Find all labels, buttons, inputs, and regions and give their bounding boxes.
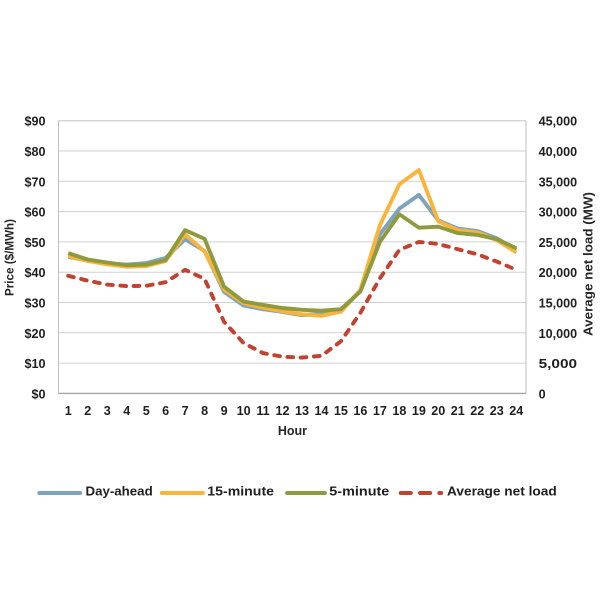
- svg-text:24: 24: [509, 404, 523, 418]
- svg-text:18: 18: [392, 404, 406, 418]
- svg-text:21: 21: [451, 404, 465, 418]
- svg-text:13: 13: [295, 404, 309, 418]
- svg-text:7: 7: [182, 404, 189, 418]
- svg-text:$90: $90: [24, 115, 45, 129]
- svg-text:0: 0: [539, 387, 546, 401]
- svg-text:Day-ahead: Day-ahead: [86, 484, 153, 498]
- svg-text:4: 4: [123, 404, 130, 418]
- svg-text:8: 8: [201, 404, 208, 418]
- svg-text:Hour: Hour: [278, 424, 307, 438]
- svg-text:5: 5: [143, 404, 150, 418]
- svg-text:40,000: 40,000: [539, 145, 578, 159]
- svg-text:$60: $60: [24, 206, 45, 220]
- svg-text:$20: $20: [24, 327, 45, 341]
- svg-text:15,000: 15,000: [539, 297, 578, 311]
- svg-text:30,000: 30,000: [539, 206, 578, 220]
- svg-text:6: 6: [162, 404, 169, 418]
- svg-text:23: 23: [490, 404, 504, 418]
- svg-text:35,000: 35,000: [539, 175, 578, 189]
- svg-text:45,000: 45,000: [539, 115, 578, 129]
- svg-text:11: 11: [256, 404, 269, 418]
- svg-text:$70: $70: [24, 175, 45, 189]
- svg-text:$0: $0: [31, 387, 45, 401]
- svg-text:$80: $80: [24, 145, 45, 159]
- svg-text:1: 1: [65, 404, 72, 418]
- svg-text:5,000: 5,000: [539, 357, 578, 371]
- svg-text:5-minute: 5-minute: [329, 484, 389, 498]
- svg-text:17: 17: [373, 404, 387, 418]
- svg-text:10,000: 10,000: [539, 327, 578, 341]
- svg-text:25,000: 25,000: [539, 236, 578, 250]
- svg-text:19: 19: [412, 404, 426, 418]
- svg-text:Price ($/MWh): Price ($/MWh): [3, 219, 17, 296]
- svg-text:16: 16: [353, 404, 367, 418]
- svg-text:15-minute: 15-minute: [207, 484, 274, 498]
- svg-text:$30: $30: [24, 297, 45, 311]
- svg-text:9: 9: [221, 404, 228, 418]
- svg-text:$40: $40: [24, 266, 45, 280]
- svg-text:Average net load: Average net load: [447, 484, 557, 498]
- svg-text:12: 12: [275, 404, 289, 418]
- svg-text:Average net load (MW): Average net load (MW): [582, 192, 596, 336]
- svg-text:15: 15: [334, 404, 348, 418]
- svg-text:20,000: 20,000: [539, 266, 578, 280]
- svg-text:14: 14: [314, 404, 328, 418]
- svg-text:$10: $10: [24, 357, 45, 371]
- svg-text:10: 10: [237, 404, 251, 418]
- svg-text:22: 22: [470, 404, 484, 418]
- svg-text:2: 2: [84, 404, 91, 418]
- svg-text:20: 20: [431, 404, 445, 418]
- svg-text:3: 3: [104, 404, 111, 418]
- svg-text:$50: $50: [24, 236, 45, 250]
